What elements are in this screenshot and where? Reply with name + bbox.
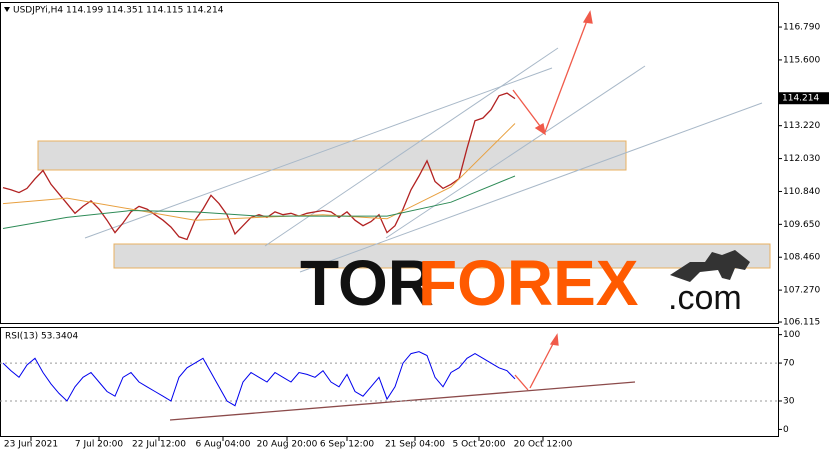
rsi-panel (0, 327, 779, 437)
y-tick-label: 70 (783, 359, 795, 369)
y-tick-label: 110.840 (783, 187, 820, 197)
logo-tor: TOR (300, 247, 434, 319)
series-line (2, 351, 516, 407)
y-tick-label: 30 (783, 396, 795, 406)
trend-lines (84, 47, 763, 273)
support-zone (113, 243, 771, 269)
series-line (2, 123, 516, 221)
price-box (779, 92, 829, 105)
rsi-trend-line (169, 381, 636, 421)
chart-title: USDJPYi,H4 114.199 114.351 114.115 114.2… (13, 6, 224, 16)
x-tick-label: 6 Sep 12:00 (320, 440, 375, 450)
x-tick-label: 21 Sep 04:00 (385, 440, 445, 450)
x-tick-label: 23 Jun 2021 (4, 440, 58, 450)
rsi-title: RSI(13) 53.3404 (5, 332, 78, 342)
x-tick-label: 7 Jul 20:00 (75, 440, 124, 450)
y-tick-label: 115.600 (783, 55, 820, 65)
x-tick-label: 22 Jul 12:00 (132, 440, 186, 450)
price-label: 114.214 (782, 94, 819, 104)
x-tick-label: 6 Aug 04:00 (196, 440, 251, 450)
y-tick-label: 109.650 (783, 220, 820, 230)
resistance-zone (37, 140, 627, 171)
y-tick-label: 113.220 (783, 121, 820, 131)
y-tick-label: 107.270 (783, 286, 820, 296)
forecast-arrows (512, 10, 593, 391)
y-tick-label: 0 (783, 425, 789, 435)
x-tick-label: 20 Aug 20:00 (257, 440, 318, 450)
series-line (2, 175, 516, 229)
y-tick-label: 108.460 (783, 253, 820, 263)
logo-bull (670, 250, 750, 282)
y-tick-label: 106.115 (783, 318, 820, 328)
x-tick-label: 5 Oct 20:00 (453, 440, 506, 450)
symbol-marker (4, 7, 10, 12)
y-tick-label: 112.030 (783, 154, 820, 164)
logo-forex: FOREX (418, 247, 639, 319)
y-tick-label: 116.790 (783, 23, 820, 33)
watermark: TOR FOREX .com (300, 247, 750, 319)
x-tick-label: 20 Oct 12:00 (514, 440, 573, 450)
logo-com: .com (668, 279, 742, 317)
price-panel (0, 2, 779, 324)
series-line (2, 92, 516, 241)
y-tick-label: 100 (783, 330, 800, 340)
